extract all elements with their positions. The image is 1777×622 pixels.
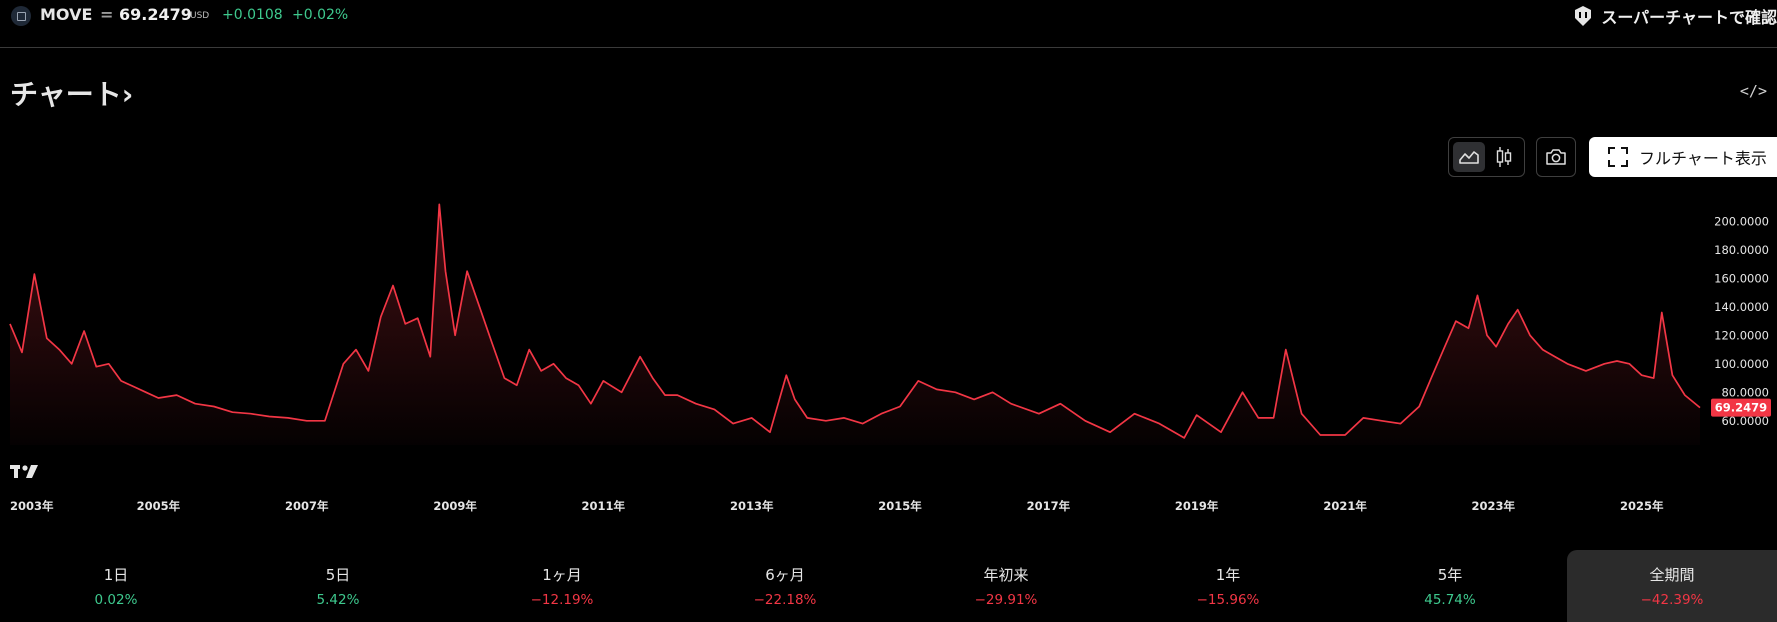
- x-axis-tick-label: 2011年: [582, 499, 626, 513]
- last-price: 69.2479: [119, 5, 192, 24]
- period-button[interactable]: 5年 45.74%: [1355, 550, 1545, 622]
- period-button[interactable]: 1年 −15.96%: [1133, 550, 1323, 622]
- candlestick-icon: [1496, 147, 1511, 167]
- chart-title-text: チャート: [10, 78, 122, 111]
- period-button[interactable]: 全期間 −42.39%: [1567, 550, 1777, 622]
- period-selector: 1日 0.02% 5日 5.42% 1ヶ月 −12.19% 6ヶ月 −22.18% 年初来 −29…: [0, 550, 1777, 622]
- ticker-symbol[interactable]: MOVE: [40, 5, 93, 24]
- embed-code-icon[interactable]: </>: [1739, 82, 1767, 100]
- period-return: −12.19%: [530, 592, 594, 608]
- last-price-label: 69.2479: [1715, 401, 1767, 415]
- last-price-badge: [1711, 398, 1771, 417]
- y-axis-tick-label: 60.0000: [1721, 414, 1769, 428]
- period-return: −29.91%: [974, 592, 1038, 608]
- period-label: 1ヶ月: [542, 566, 582, 584]
- y-axis-tick-label: 80.0000: [1721, 385, 1769, 399]
- period-label: 5年: [1437, 566, 1463, 584]
- x-axis-tick-label: 2023年: [1472, 499, 1516, 513]
- price-chart[interactable]: 200.0000 180.0000 160.0000 140.0000 120.0000…: [0, 190, 1777, 520]
- period-return: 0.02%: [94, 592, 138, 608]
- period-return: −42.39%: [1640, 592, 1704, 608]
- full-chart-label: フルチャート表示: [1639, 149, 1767, 168]
- period-label: 1日: [103, 566, 129, 584]
- fullscreen-icon: [1608, 147, 1628, 167]
- price-currency: USD: [190, 11, 210, 21]
- x-axis-tick-label: 2025年: [1620, 499, 1664, 513]
- period-button[interactable]: 6ヶ月 −22.18%: [690, 550, 880, 622]
- period-button[interactable]: 1日 0.02%: [21, 550, 211, 622]
- x-axis-tick-label: 2021年: [1323, 499, 1367, 513]
- series-area-fill: [10, 204, 1700, 445]
- period-label: 1年: [1215, 566, 1241, 584]
- series-line: [9, 203, 1701, 439]
- x-axis-tick-label: 2003年: [10, 499, 54, 513]
- y-axis-tick-label: 200.0000: [1714, 214, 1769, 228]
- symbol-logo-icon: [11, 6, 31, 26]
- super-chart-link[interactable]: スーパーチャートで確認: [1571, 2, 1777, 30]
- price-change-percent: +0.02%: [292, 7, 349, 23]
- period-label: 6ヶ月: [765, 566, 805, 584]
- period-label: 5日: [325, 566, 351, 584]
- area-chart-icon: [1459, 151, 1480, 164]
- price-change: +0.0108: [222, 7, 283, 23]
- period-label: 全期間: [1649, 566, 1695, 584]
- x-axis-tick-label: 2013年: [730, 499, 774, 513]
- period-label: 年初来: [983, 566, 1029, 584]
- tradingview-logo-icon[interactable]: [10, 465, 38, 478]
- period-return: −22.18%: [753, 592, 817, 608]
- price-separator: =: [100, 5, 114, 24]
- camera-icon: [1546, 149, 1566, 165]
- x-axis-tick-label: 2009年: [433, 499, 477, 513]
- chart-section-title[interactable]: チャート›: [10, 73, 133, 113]
- x-axis-tick-label: 2019年: [1175, 499, 1219, 513]
- y-axis-tick-label: 180.0000: [1714, 243, 1769, 257]
- super-chart-label: スーパーチャートで確認: [1601, 8, 1777, 27]
- super-chart-icon: [1575, 6, 1592, 26]
- period-return: 45.74%: [1424, 592, 1476, 608]
- x-axis-tick-label: 2017年: [1027, 499, 1071, 513]
- full-chart-button[interactable]: フルチャート表示: [1589, 137, 1777, 177]
- chart-style-toggle: [1448, 137, 1525, 177]
- x-axis-tick-label: 2007年: [285, 499, 329, 513]
- chevron-right-icon: ›: [121, 78, 134, 111]
- period-button[interactable]: 5日 5.42%: [243, 550, 433, 622]
- y-axis-tick-label: 140.0000: [1714, 300, 1769, 314]
- x-axis-tick-label: 2005年: [137, 499, 181, 513]
- snapshot-button[interactable]: [1536, 137, 1576, 177]
- period-button[interactable]: 年初来 −29.91%: [911, 550, 1101, 622]
- area-chart-button[interactable]: [1453, 142, 1486, 172]
- candlestick-chart-button[interactable]: [1488, 142, 1520, 172]
- y-axis-tick-label: 120.0000: [1714, 328, 1769, 342]
- symbol-header: MOVE = 69.2479 USD +0.0108 +0.02% スーパーチャ…: [0, 0, 1777, 48]
- period-return: 5.42%: [316, 592, 360, 608]
- period-return: −15.96%: [1196, 592, 1260, 608]
- x-axis-tick-label: 2015年: [878, 499, 922, 513]
- y-axis-tick-label: 160.0000: [1714, 271, 1769, 285]
- period-button[interactable]: 1ヶ月 −12.19%: [467, 550, 657, 622]
- y-axis-tick-label: 100.0000: [1714, 357, 1769, 371]
